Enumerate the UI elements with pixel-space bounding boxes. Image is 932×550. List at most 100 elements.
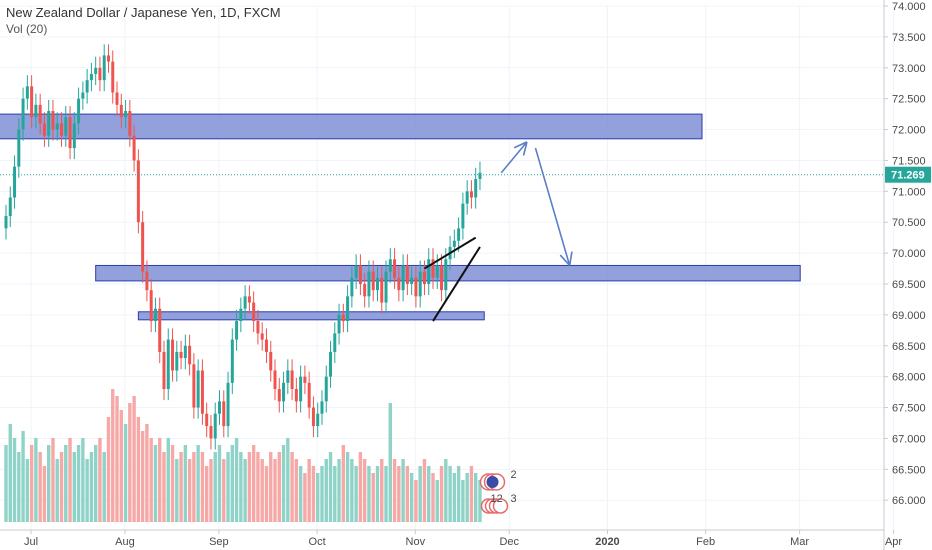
candle-body bbox=[141, 222, 145, 272]
time-tick-label: Dec bbox=[499, 536, 519, 548]
candle-body bbox=[431, 259, 435, 278]
candle-body bbox=[8, 197, 12, 217]
candle-body bbox=[218, 401, 221, 414]
candle-body bbox=[68, 117, 72, 149]
candle-body bbox=[162, 351, 166, 390]
candle-body bbox=[102, 55, 106, 81]
volume-bar bbox=[375, 466, 380, 522]
candle-body bbox=[469, 191, 473, 198]
price-tick-label: 72.500 bbox=[892, 94, 926, 106]
volume-bar bbox=[431, 473, 435, 522]
candle-body bbox=[222, 401, 226, 427]
volume-bar bbox=[239, 452, 243, 522]
candle-body bbox=[81, 92, 85, 99]
volume-bar bbox=[422, 459, 427, 522]
price-tick-label: 70.000 bbox=[892, 248, 926, 260]
volume-bar bbox=[175, 459, 179, 522]
candle-body bbox=[418, 271, 422, 297]
volume-bar bbox=[350, 459, 354, 522]
candle-body bbox=[264, 339, 268, 352]
volume-bar bbox=[337, 459, 341, 522]
price-tick-label: 70.500 bbox=[892, 217, 926, 229]
volume-bar bbox=[384, 466, 388, 522]
candle-body bbox=[401, 265, 405, 291]
volume-bar bbox=[269, 452, 273, 522]
volume-bar bbox=[256, 452, 260, 522]
candle-body bbox=[85, 80, 89, 93]
volume-bar bbox=[12, 438, 17, 522]
candle-body bbox=[294, 389, 298, 402]
candle-body bbox=[183, 345, 187, 359]
volume-bar bbox=[281, 445, 286, 522]
candle-body bbox=[106, 55, 110, 62]
candle-body bbox=[380, 277, 384, 303]
candle-body bbox=[324, 376, 328, 402]
volume-bar bbox=[380, 459, 384, 522]
volume-bar bbox=[316, 473, 320, 522]
volume-bar bbox=[81, 438, 85, 522]
time-tick-label: Apr bbox=[885, 536, 902, 548]
time-axis[interactable]: Jul Aug Sep Oct Nov Dec 2020 Feb Mar Apr bbox=[0, 529, 902, 548]
candle-body bbox=[384, 271, 388, 303]
volume-bar bbox=[132, 396, 136, 522]
candle-body bbox=[111, 61, 115, 93]
candle-body bbox=[21, 98, 25, 130]
volume-bar bbox=[179, 452, 183, 522]
volume-bar bbox=[444, 459, 448, 522]
candle-body bbox=[171, 339, 175, 371]
volume-bar bbox=[286, 438, 290, 522]
event-flag-icon bbox=[486, 476, 499, 488]
time-tick-label: 2020 bbox=[595, 536, 619, 548]
candle-body bbox=[422, 271, 426, 284]
volume-bar bbox=[298, 466, 303, 522]
event-badges[interactable]: 2 12 3 bbox=[479, 469, 517, 514]
candle-body bbox=[320, 401, 324, 414]
volume-label[interactable]: Vol (20) bbox=[6, 22, 48, 36]
candle-body bbox=[230, 339, 234, 383]
volume-bar bbox=[64, 445, 68, 522]
candle-body bbox=[414, 277, 418, 297]
time-tick-label: Nov bbox=[406, 536, 426, 548]
arrow-line bbox=[534, 147, 571, 266]
volume-bar bbox=[21, 431, 25, 522]
volume-bar bbox=[204, 466, 209, 522]
volume-bar bbox=[247, 452, 252, 522]
price-tick-label: 72.000 bbox=[892, 125, 926, 137]
candle-body bbox=[252, 302, 256, 322]
candle-body bbox=[89, 73, 93, 81]
volume-bar bbox=[72, 452, 77, 522]
candle-body bbox=[405, 265, 409, 284]
candle-body bbox=[316, 413, 320, 427]
candle-body bbox=[60, 123, 64, 136]
candle-body bbox=[209, 426, 213, 439]
volume-bar bbox=[405, 466, 410, 522]
symbol-title[interactable]: New Zealand Dollar / Japanese Yen, 1D, F… bbox=[6, 5, 281, 20]
volume-bar bbox=[25, 459, 30, 522]
trend-line bbox=[423, 236, 477, 270]
candle-body bbox=[329, 351, 333, 377]
volume-bar bbox=[222, 459, 226, 522]
volume-bar bbox=[111, 389, 115, 522]
candle-body bbox=[333, 333, 337, 352]
volume-bar bbox=[371, 473, 375, 522]
price-tick-label: 66.000 bbox=[892, 495, 926, 507]
event-badge-count: 3 bbox=[511, 493, 517, 505]
volume-bar bbox=[89, 452, 94, 522]
volume-bar bbox=[290, 452, 294, 522]
volume-bar bbox=[200, 452, 205, 522]
volume-bar bbox=[42, 466, 47, 522]
candle-body bbox=[367, 271, 371, 297]
candle-body bbox=[243, 296, 247, 309]
zone-rectangle bbox=[0, 113, 703, 140]
candle-body bbox=[192, 364, 196, 408]
candle-body bbox=[478, 172, 482, 179]
candle-body bbox=[286, 370, 290, 383]
volume-bar bbox=[106, 417, 111, 522]
candle-body bbox=[149, 290, 153, 322]
volume-bar bbox=[145, 424, 149, 522]
candle-body bbox=[346, 296, 350, 322]
candle-body bbox=[124, 111, 128, 118]
event-badge-count: 12 bbox=[491, 493, 503, 505]
